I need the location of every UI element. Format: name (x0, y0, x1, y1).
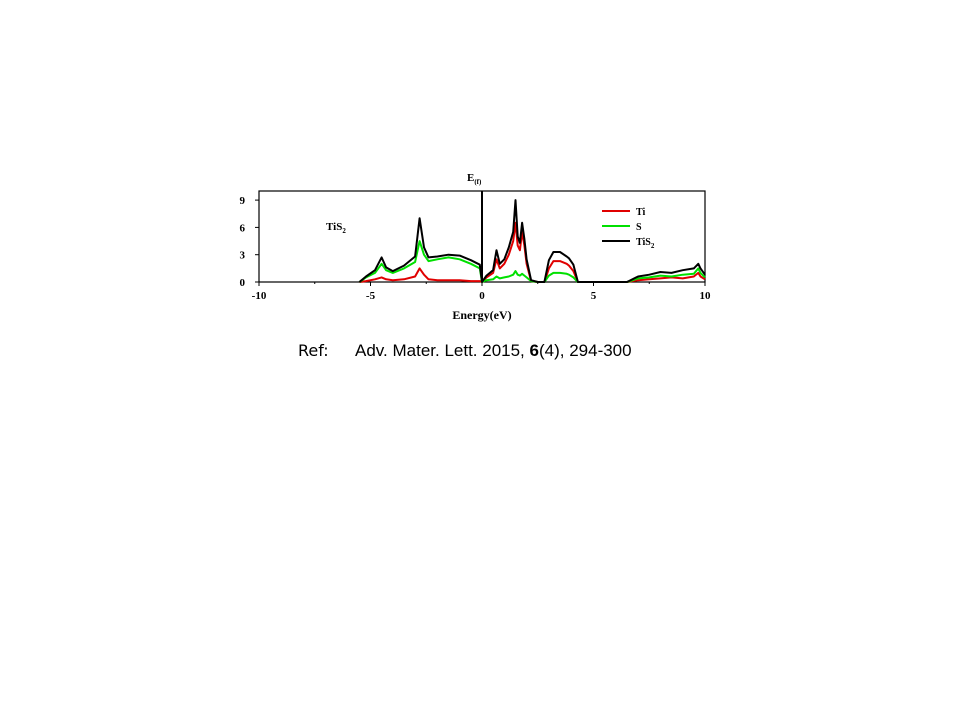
reference-journal: Adv. Mater. Lett. 2015, (355, 341, 530, 360)
y-tick-label: 3 (240, 250, 246, 262)
x-tick-label: -10 (252, 290, 267, 302)
legend-label-2: TiS2 (636, 237, 655, 250)
axis-ticks: -10 -5 0 5 10 0 3 6 9 (240, 195, 712, 302)
reference-citation: Adv. Mater. Lett. 2015, 6(4), 294-300 (355, 341, 632, 361)
legend-label-0: Ti (636, 207, 645, 218)
x-tick-label: 0 (479, 290, 485, 302)
x-tick-label: -5 (366, 290, 376, 302)
y-tick-label: 6 (240, 222, 246, 234)
x-tick-label: 10 (700, 290, 712, 302)
fermi-level-label-main: E (467, 172, 474, 184)
legend-label-main: S (636, 222, 642, 233)
legend-label-1: S (636, 222, 642, 233)
reference-issue-pages: (4), 294-300 (538, 341, 632, 360)
series-line-2 (358, 199, 706, 283)
y-tick-label: 9 (240, 195, 246, 207)
reference-label: Ref: (298, 341, 329, 360)
y-tick-label: 0 (240, 277, 246, 289)
compound-label-main: TiS (326, 221, 342, 233)
compound-label: TiS2 (326, 221, 346, 235)
reference-volume: 6 (529, 341, 539, 360)
legend-label-sub: 2 (651, 242, 655, 250)
fermi-level-label-sub: (f) (474, 178, 482, 186)
series-line-1 (358, 240, 706, 283)
x-tick-label: 5 (591, 290, 597, 302)
x-axis-label: Energy(eV) (452, 308, 511, 322)
legend-label-main: Ti (636, 207, 645, 218)
compound-label-sub: 2 (342, 227, 346, 235)
legend-label-main: TiS (636, 237, 651, 248)
fermi-level-label: E(f) (467, 172, 482, 186)
